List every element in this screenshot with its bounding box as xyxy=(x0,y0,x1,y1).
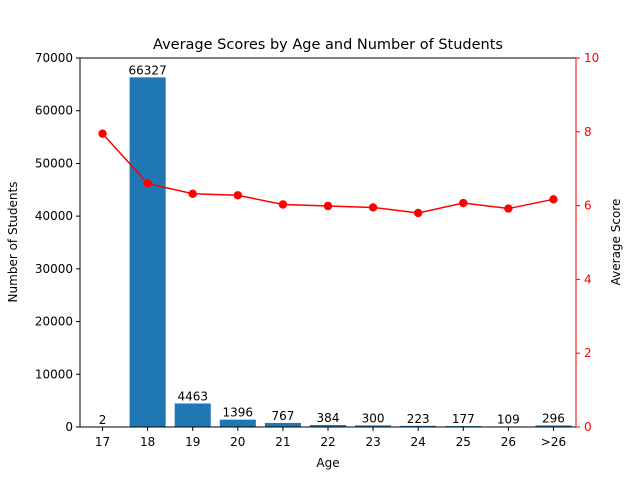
bar xyxy=(309,424,347,427)
y-tick-label: 70000 xyxy=(35,51,73,65)
line-point xyxy=(323,201,333,211)
x-tick-label: 24 xyxy=(411,435,426,449)
x-tick-label: 19 xyxy=(185,435,200,449)
y-tick-label: 30000 xyxy=(35,262,73,276)
bar xyxy=(219,419,256,427)
average-score-line xyxy=(101,133,554,214)
bar-value-label: 300 xyxy=(362,411,385,425)
y2-tick-label: 2 xyxy=(584,346,592,360)
y-tick-label: 40000 xyxy=(35,209,73,223)
bar-value-label: 384 xyxy=(317,411,340,425)
bar xyxy=(174,403,211,427)
y-tick-label: 0 xyxy=(65,420,73,434)
bar-value-label: 177 xyxy=(452,412,475,426)
y2-tick-label: 10 xyxy=(584,51,599,65)
bar-value-label: 66327 xyxy=(129,63,167,77)
x-tick-label: 17 xyxy=(95,435,110,449)
line-point xyxy=(504,204,513,213)
y2-tick-label: 6 xyxy=(584,199,592,213)
line-point xyxy=(143,179,152,188)
y2-tick-label: 8 xyxy=(584,125,592,139)
line-point xyxy=(98,129,107,138)
bar xyxy=(535,425,572,427)
x-tick-label: 20 xyxy=(230,435,245,449)
bar-value-label: 223 xyxy=(407,412,430,426)
x-tick-label: 18 xyxy=(140,435,155,449)
y-tick-label: 20000 xyxy=(35,315,73,329)
line-point xyxy=(368,203,378,212)
bar-value-label: 1396 xyxy=(223,406,254,420)
x-tick-label: >26 xyxy=(541,435,566,449)
bar-data-labels: 2 66327 4463 1396 767 384 300 223 177 109 296 xyxy=(99,63,565,427)
y-tick-label: 50000 xyxy=(35,156,73,170)
bar-value-label: 296 xyxy=(542,411,565,425)
x-tick-label: 25 xyxy=(456,435,471,449)
chart-title: Average Scores by Age and Number of Stud… xyxy=(153,37,503,53)
x-tick-label: 26 xyxy=(501,435,516,449)
bar-value-label: 767 xyxy=(271,409,294,423)
bar-value-label: 109 xyxy=(497,412,520,426)
y2-tick-label: 0 xyxy=(584,420,592,434)
x-tick-label: 22 xyxy=(320,435,335,449)
y2-axis-label: Average Score xyxy=(609,199,623,286)
bar-series xyxy=(84,77,572,428)
line-point xyxy=(459,198,468,208)
x-axis-label: Age xyxy=(316,456,339,470)
line-point xyxy=(413,208,423,218)
bar xyxy=(129,77,166,428)
x-tick-label: 23 xyxy=(365,435,380,449)
y2-tick-label: 4 xyxy=(584,272,592,286)
line-point xyxy=(188,189,197,198)
y-tick-label: 60000 xyxy=(35,104,73,118)
bar-value-label: 2 xyxy=(99,413,107,427)
line-point xyxy=(549,195,558,204)
bar-value-label: 4463 xyxy=(177,389,208,403)
axes: 0100002000030000400005000060000700000246… xyxy=(35,51,599,449)
x-tick-label: 21 xyxy=(275,435,290,449)
bar xyxy=(400,425,437,427)
bar xyxy=(355,425,392,427)
line-point xyxy=(278,200,288,209)
line-point xyxy=(233,191,243,200)
y-tick-label: 10000 xyxy=(35,367,73,381)
bar xyxy=(264,422,301,427)
line-series xyxy=(98,129,558,218)
y-axis-label: Number of Students xyxy=(6,182,20,303)
